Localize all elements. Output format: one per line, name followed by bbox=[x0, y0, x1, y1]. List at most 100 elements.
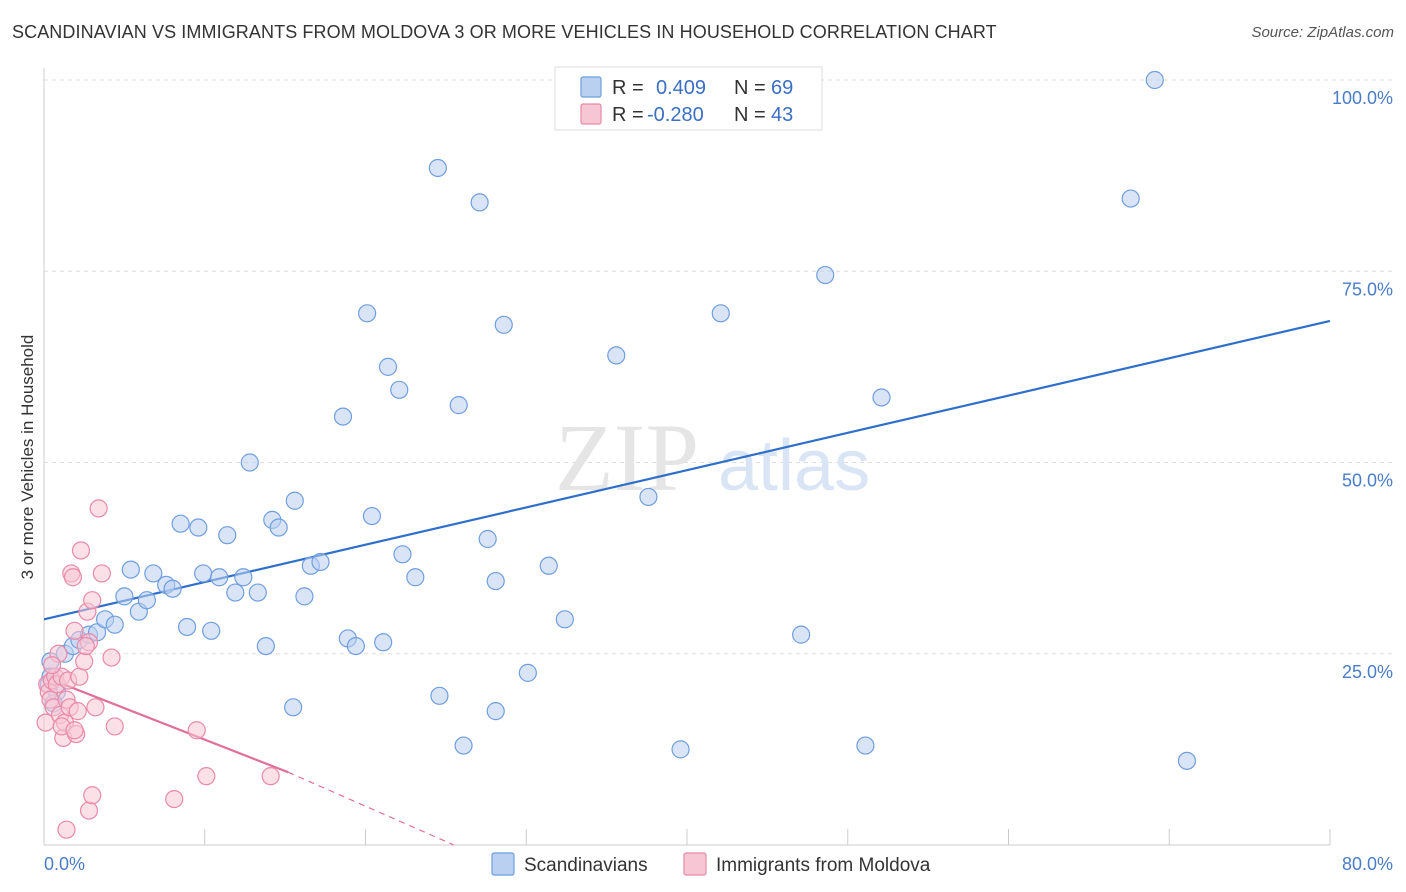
point-0-23 bbox=[202, 621, 221, 640]
gridlines bbox=[44, 79, 1393, 655]
point-0-64 bbox=[792, 625, 811, 644]
point-0-33 bbox=[284, 698, 303, 717]
bottom-legend-swatch-moldova bbox=[683, 852, 707, 876]
y-tick-label-25: 25.0% bbox=[1342, 662, 1393, 682]
point-1-42 bbox=[76, 636, 95, 656]
point-1-20 bbox=[68, 702, 87, 721]
y-tick-label-100: 100.0% bbox=[1332, 88, 1393, 108]
point-0-34 bbox=[285, 491, 304, 510]
point-1-30 bbox=[102, 648, 121, 667]
point-1-22 bbox=[71, 541, 91, 560]
point-1-36 bbox=[187, 721, 206, 740]
legend-r-value-1: -0.280 bbox=[647, 104, 704, 126]
point-0-59 bbox=[555, 610, 574, 629]
point-0-61 bbox=[639, 487, 658, 507]
point-0-45 bbox=[390, 380, 409, 399]
chart-title: SCANDINAVIAN VS IMMIGRANTS FROM MOLDOVA … bbox=[12, 22, 997, 42]
point-0-55 bbox=[486, 702, 505, 721]
point-0-41 bbox=[358, 304, 377, 323]
point-0-29 bbox=[248, 583, 267, 602]
y-tick-label-75: 75.0% bbox=[1342, 279, 1393, 299]
point-0-37 bbox=[311, 552, 330, 572]
point-0-18 bbox=[163, 579, 182, 598]
point-0-56 bbox=[494, 315, 513, 334]
y-axis-label: 3 or more Vehicles in Household bbox=[18, 335, 37, 580]
trend-line-0 bbox=[43, 319, 1331, 621]
point-0-63 bbox=[711, 304, 730, 323]
point-1-27 bbox=[86, 698, 105, 717]
legend: R = 0.409 N = 69 R = -0.280 N = 43 bbox=[554, 66, 823, 131]
legend-swatch-moldova bbox=[580, 103, 602, 125]
trend-lines bbox=[43, 319, 1331, 846]
point-0-68 bbox=[1121, 189, 1140, 208]
legend-n-label-0: N = bbox=[734, 77, 766, 99]
legend-n-label-1: N = bbox=[734, 104, 766, 126]
point-0-32 bbox=[269, 518, 288, 537]
point-1-40 bbox=[42, 656, 62, 675]
point-0-54 bbox=[486, 571, 505, 591]
point-1-35 bbox=[165, 789, 184, 809]
point-1-29 bbox=[92, 564, 111, 583]
point-0-20 bbox=[177, 617, 197, 637]
legend-n-value-1: 43 bbox=[771, 104, 793, 126]
point-1-38 bbox=[261, 767, 280, 786]
point-0-11 bbox=[105, 615, 124, 634]
point-0-43 bbox=[374, 633, 393, 652]
point-0-44 bbox=[378, 357, 398, 376]
data-points bbox=[36, 70, 1197, 839]
point-0-30 bbox=[256, 636, 275, 656]
point-1-21 bbox=[70, 667, 89, 686]
point-0-70 bbox=[1177, 751, 1197, 770]
legend-swatch-scandinavians bbox=[580, 76, 602, 98]
point-0-35 bbox=[295, 587, 314, 606]
point-0-16 bbox=[144, 564, 163, 583]
legend-r-label-0: R = bbox=[612, 77, 644, 99]
point-1-31 bbox=[105, 717, 124, 736]
watermark-atlas: atlas bbox=[718, 426, 870, 506]
point-0-65 bbox=[816, 265, 835, 285]
point-0-12 bbox=[115, 587, 134, 606]
point-0-49 bbox=[430, 686, 449, 705]
bottom-legend-label-scandinavians: Scandinavians bbox=[524, 855, 648, 876]
point-1-34 bbox=[57, 820, 76, 839]
x-ticks bbox=[43, 829, 1331, 845]
y-tick-label-50: 50.0% bbox=[1342, 471, 1393, 491]
bottom-legend-label-moldova: Immigrants from Moldova bbox=[716, 855, 931, 876]
point-0-46 bbox=[393, 545, 412, 564]
point-0-67 bbox=[872, 388, 891, 407]
point-0-19 bbox=[171, 514, 190, 533]
point-0-13 bbox=[121, 560, 140, 579]
bottom-legend: Scandinavians Immigrants from Moldova bbox=[491, 852, 931, 876]
point-1-28 bbox=[89, 499, 108, 518]
point-0-60 bbox=[607, 346, 626, 365]
trend-line-extension-1 bbox=[288, 771, 455, 846]
point-0-26 bbox=[226, 583, 245, 602]
point-0-38 bbox=[333, 407, 353, 426]
legend-n-value-0: 69 bbox=[771, 77, 793, 99]
x-tick-label-max: 80.0% bbox=[1342, 854, 1393, 874]
point-0-21 bbox=[189, 518, 208, 537]
point-0-69 bbox=[1145, 70, 1164, 90]
bottom-legend-swatch-scandinavians bbox=[491, 852, 515, 876]
x-tick-label-min: 0.0% bbox=[44, 854, 85, 874]
source-credit: Source: ZipAtlas.com bbox=[1251, 24, 1394, 41]
point-1-17 bbox=[63, 568, 83, 587]
point-0-42 bbox=[362, 506, 382, 526]
point-1-18 bbox=[65, 621, 84, 640]
point-0-53 bbox=[478, 529, 497, 549]
point-0-66 bbox=[856, 736, 875, 755]
point-1-23 bbox=[75, 652, 94, 671]
point-1-32 bbox=[79, 801, 99, 820]
point-0-28 bbox=[240, 453, 259, 472]
point-1-37 bbox=[197, 767, 216, 786]
point-0-15 bbox=[137, 591, 156, 610]
point-0-24 bbox=[210, 568, 229, 587]
point-0-52 bbox=[470, 193, 489, 212]
point-0-47 bbox=[406, 568, 425, 587]
watermark-zip: ZIP bbox=[555, 404, 699, 511]
legend-r-value-0: 0.409 bbox=[656, 77, 706, 99]
point-0-58 bbox=[539, 556, 558, 575]
point-1-41 bbox=[65, 721, 84, 740]
point-0-51 bbox=[454, 736, 473, 755]
